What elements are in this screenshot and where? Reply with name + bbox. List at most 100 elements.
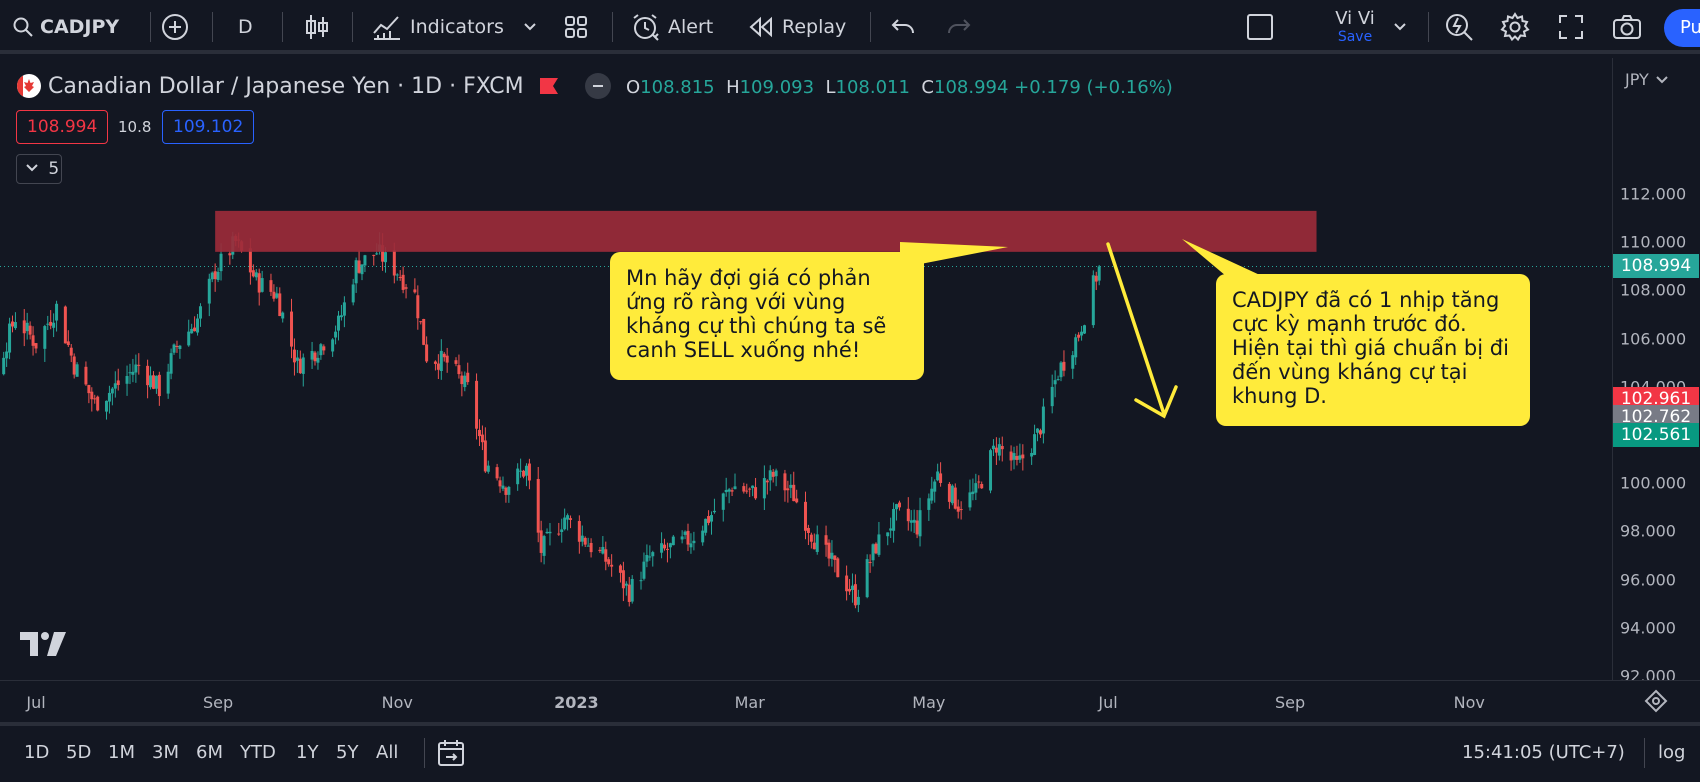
candle-body xyxy=(627,584,631,602)
candle-body xyxy=(663,544,667,549)
candle-body xyxy=(707,516,711,523)
alert-button[interactable]: Alert xyxy=(630,0,713,54)
candle-body xyxy=(351,284,355,303)
candle-body xyxy=(994,447,998,453)
candle-body xyxy=(618,565,622,573)
candle-body xyxy=(748,488,752,490)
candle-body xyxy=(96,396,100,411)
candle-body xyxy=(363,255,367,266)
minus-circle-icon[interactable] xyxy=(584,72,612,100)
callout-right-text: CADJPY đã có 1 nhịp tăng cực kỳ mạnh trư… xyxy=(1232,288,1509,408)
range-button-ytd[interactable]: YTD xyxy=(240,742,276,763)
publish-button[interactable]: Pu xyxy=(1664,9,1700,47)
candle-body xyxy=(1036,428,1040,433)
time-tick-label: May xyxy=(912,693,946,712)
candle-body xyxy=(1041,406,1045,434)
flag-marker-icon[interactable] xyxy=(538,76,560,96)
candle-body xyxy=(1094,275,1098,282)
candle-body xyxy=(392,250,396,276)
symbol-search-button[interactable]: CADJPY xyxy=(12,0,119,54)
candle-body xyxy=(398,276,402,278)
range-button-5y[interactable]: 5Y xyxy=(336,742,359,763)
fullscreen-layout-button[interactable] xyxy=(1246,0,1274,54)
candle-body xyxy=(113,383,117,389)
candle-body xyxy=(146,365,150,386)
down-arrow[interactable] xyxy=(1106,242,1178,419)
candle-body xyxy=(137,364,141,366)
undo-button[interactable] xyxy=(890,0,916,54)
indicators-button[interactable]: Indicators xyxy=(372,0,504,54)
candle-body xyxy=(251,270,255,277)
divider xyxy=(424,738,425,768)
callout-left[interactable]: Mn hãy đợi giá có phản ứng rõ ràng với v… xyxy=(610,252,924,380)
candle-body xyxy=(668,543,672,548)
log-scale-toggle[interactable]: log xyxy=(1658,742,1685,763)
candle-body xyxy=(107,392,111,402)
candle-body xyxy=(31,335,35,346)
range-button-6m[interactable]: 6M xyxy=(196,742,223,763)
candle-body xyxy=(542,536,546,556)
candle-body xyxy=(401,274,405,290)
candle-body xyxy=(522,470,526,477)
layout-menu-button[interactable] xyxy=(1392,0,1408,54)
range-button-all[interactable]: All xyxy=(376,742,399,763)
candle-body xyxy=(1097,266,1101,281)
redo-icon xyxy=(948,19,971,34)
fullscreen-button[interactable] xyxy=(1558,0,1584,54)
buy-price-button[interactable]: 109.102 xyxy=(162,110,255,144)
snapshot-button[interactable] xyxy=(1612,0,1642,54)
candle-body xyxy=(745,490,749,492)
price-chart[interactable] xyxy=(0,58,1612,680)
candle-body xyxy=(830,552,834,559)
indicator-templates-button[interactable] xyxy=(522,0,538,54)
redo-button[interactable] xyxy=(946,0,972,54)
candle-body xyxy=(601,546,605,554)
range-button-1y[interactable]: 1Y xyxy=(296,742,319,763)
layout-button[interactable] xyxy=(564,0,588,54)
sell-price-button[interactable]: 108.994 xyxy=(16,110,109,144)
candle-body xyxy=(642,561,646,579)
candle-body xyxy=(1077,334,1081,338)
candle-body xyxy=(947,483,951,502)
replay-label: Replay xyxy=(782,16,847,38)
candle-body xyxy=(692,540,696,544)
go-to-date-button[interactable] xyxy=(436,738,466,772)
candle-body xyxy=(527,463,531,481)
resistance-zone[interactable] xyxy=(215,210,1317,252)
symbol-legend[interactable]: Canadian Dollar / Japanese Yen · 1D · FX… xyxy=(16,72,612,100)
candle-body xyxy=(956,506,960,512)
range-button-1d[interactable]: 1D xyxy=(24,742,50,763)
candle-body xyxy=(292,349,296,363)
quick-search-button[interactable] xyxy=(1444,0,1474,54)
indicators-collapse-button[interactable]: 5 xyxy=(16,154,62,184)
candle-body xyxy=(87,384,91,394)
tradingview-logo[interactable] xyxy=(20,632,66,660)
price-axis[interactable]: JPY xyxy=(1612,58,1700,680)
settings-button[interactable] xyxy=(1500,0,1530,54)
mid-price-value: 102.762 xyxy=(1620,406,1692,427)
chart-type-button[interactable] xyxy=(304,0,330,54)
replay-button[interactable]: Replay xyxy=(748,0,846,54)
axis-settings-button[interactable] xyxy=(1644,689,1668,717)
candle-body xyxy=(25,322,29,332)
compare-symbol-button[interactable] xyxy=(160,0,190,54)
candle-body xyxy=(889,528,893,531)
chevron-down-icon xyxy=(26,164,38,172)
callout-right[interactable]: CADJPY đã có 1 nhịp tăng cực kỳ mạnh trư… xyxy=(1216,274,1530,426)
clock-timezone[interactable]: 15:41:05 (UTC+7) xyxy=(1462,742,1625,763)
range-button-5d[interactable]: 5D xyxy=(66,742,92,763)
currency-selector[interactable]: JPY xyxy=(1625,70,1669,89)
candle-body xyxy=(856,596,860,605)
time-tick-label: Sep xyxy=(1275,693,1306,712)
divider xyxy=(352,12,353,42)
range-button-1m[interactable]: 1M xyxy=(108,742,135,763)
candle-body xyxy=(689,543,693,548)
candle-body xyxy=(912,519,916,523)
candle-body xyxy=(413,289,417,293)
candle-body xyxy=(480,434,484,443)
layout-name-button[interactable]: Vi Vi Save xyxy=(1310,0,1400,46)
time-axis[interactable]: Jul Sep Nov 2023 Mar May Jul Sep Nov xyxy=(0,680,1700,722)
candle-body xyxy=(959,509,963,511)
range-button-3m[interactable]: 3M xyxy=(152,742,179,763)
interval-button[interactable]: D xyxy=(238,0,253,54)
